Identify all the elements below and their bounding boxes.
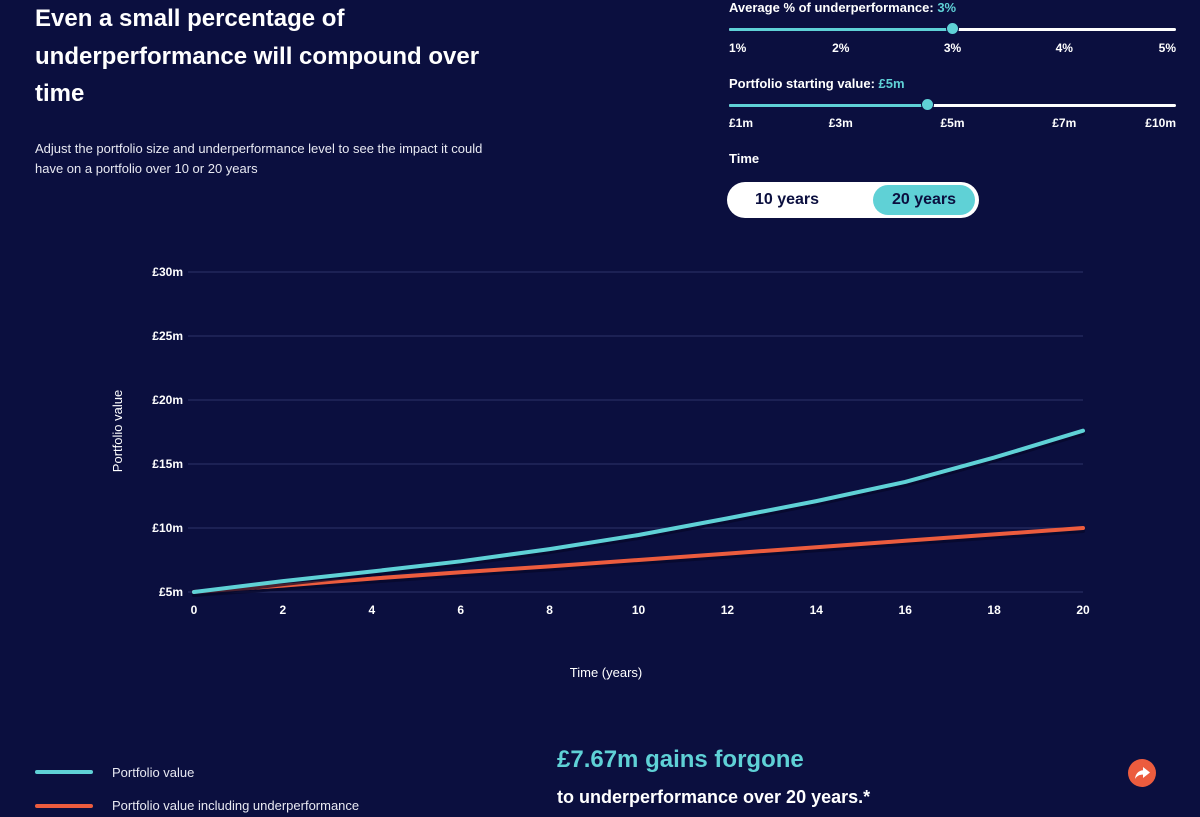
time-toggle: 10 years 20 years <box>727 182 979 218</box>
underperformance-slider-thumb[interactable] <box>946 22 959 35</box>
time-label: Time <box>729 151 760 166</box>
legend-swatch-underperformance <box>35 804 93 808</box>
time-option-20-years[interactable]: 20 years <box>873 185 975 215</box>
y-tick-label: £5m <box>159 585 183 599</box>
starting-value-tick: £7m <box>1052 116 1077 130</box>
starting-value-tick: £3m <box>828 116 853 130</box>
starting-value-ticks: £1m £3m £5m £7m £10m <box>729 116 1176 132</box>
starting-value-tick: £10m <box>1145 116 1176 130</box>
gains-forgone-value: £7.67m gains forgone <box>557 746 804 773</box>
underperformance-value: 3% <box>937 0 957 15</box>
legend-label-portfolio-value: Portfolio value <box>112 765 195 780</box>
x-tick-label: 14 <box>810 603 824 617</box>
gains-forgone-caption: to underperformance over 20 years.* <box>557 787 871 807</box>
share-button[interactable] <box>1128 759 1156 787</box>
legend-swatch-portfolio-value <box>35 770 93 774</box>
starting-value-slider-fill <box>729 104 928 107</box>
y-tick-label: £15m <box>152 457 183 471</box>
y-tick-label: £20m <box>152 393 183 407</box>
x-tick-label: 0 <box>191 603 198 617</box>
x-tick-label: 18 <box>987 603 1001 617</box>
underperformance-tick: 2% <box>832 41 850 55</box>
share-arrow-icon <box>1135 767 1150 779</box>
starting-value-tick: £5m <box>940 116 965 130</box>
x-tick-label: 12 <box>721 603 735 617</box>
y-tick-label: £10m <box>152 521 183 535</box>
x-tick-label: 8 <box>546 603 553 617</box>
underperformance-tick: 4% <box>1055 41 1073 55</box>
y-tick-label: £30m <box>152 265 183 279</box>
x-axis-label: Time (years) <box>570 665 642 680</box>
x-tick-label: 6 <box>457 603 464 617</box>
starting-value-label-text: Portfolio starting value: <box>729 76 875 91</box>
x-tick-label: 16 <box>899 603 913 617</box>
underperformance-tick: 3% <box>943 41 962 55</box>
underperformance-tick: 5% <box>1158 41 1176 55</box>
legend-label-underperformance: Portfolio value including underperforman… <box>112 798 360 813</box>
underperformance-ticks: 1% 2% 3% 4% 5% <box>729 41 1176 57</box>
underperformance-slider-fill <box>729 28 953 31</box>
x-tick-label: 4 <box>368 603 375 617</box>
underperformance-slider[interactable] <box>729 22 1176 35</box>
starting-value-value: £5m <box>878 76 905 91</box>
series-shadow <box>192 529 1085 597</box>
x-tick-label: 10 <box>632 603 646 617</box>
underperformance-tick: 1% <box>729 41 747 55</box>
chart-legend: Portfolio value Portfolio value includin… <box>0 750 420 817</box>
y-axis-label: Portfolio value <box>110 390 125 472</box>
y-tick-label: £25m <box>152 329 183 343</box>
starting-value-slider[interactable] <box>729 98 1176 111</box>
underperformance-label: Average % of underperformance: 3% <box>729 0 956 15</box>
time-option-10-years[interactable]: 10 years <box>731 185 843 215</box>
x-tick-label: 20 <box>1076 603 1090 617</box>
page-title: Even a small percentage of underperforma… <box>35 5 480 107</box>
page-subtitle: Adjust the portfolio size and underperfo… <box>35 141 483 176</box>
series-shadow <box>192 431 1085 597</box>
starting-value-tick: £1m <box>729 116 754 130</box>
portfolio-chart: £5m £10m £15m £20m £25m £30m 0 2 4 6 8 10 12 14 16 18 2… <box>110 265 1090 680</box>
series-line-underperformance <box>192 526 1085 594</box>
underperformance-label-text: Average % of underperformance: <box>729 0 934 15</box>
starting-value-label: Portfolio starting value: £5m <box>729 76 905 91</box>
x-tick-label: 2 <box>280 603 287 617</box>
starting-value-slider-thumb[interactable] <box>920 98 934 111</box>
series-line-portfolio-value <box>192 428 1085 594</box>
